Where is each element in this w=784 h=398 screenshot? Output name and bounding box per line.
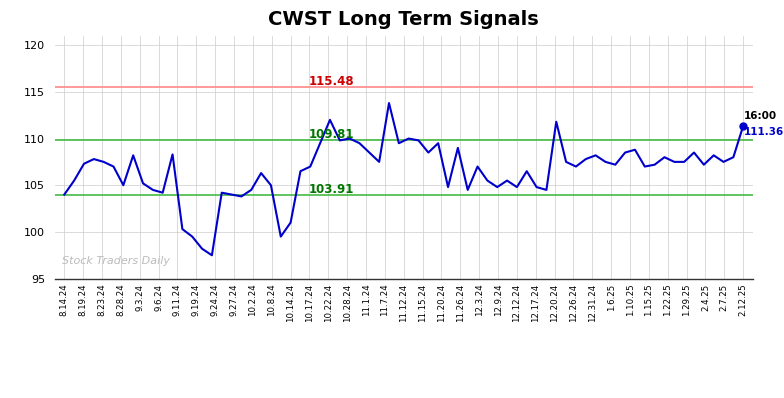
Text: 103.91: 103.91 bbox=[309, 183, 354, 196]
Text: 115.48: 115.48 bbox=[309, 75, 354, 88]
Text: Stock Traders Daily: Stock Traders Daily bbox=[62, 256, 170, 267]
Text: 109.81: 109.81 bbox=[309, 128, 354, 141]
Title: CWST Long Term Signals: CWST Long Term Signals bbox=[268, 10, 539, 29]
Text: 16:00: 16:00 bbox=[744, 111, 777, 121]
Text: 111.36: 111.36 bbox=[744, 127, 784, 137]
